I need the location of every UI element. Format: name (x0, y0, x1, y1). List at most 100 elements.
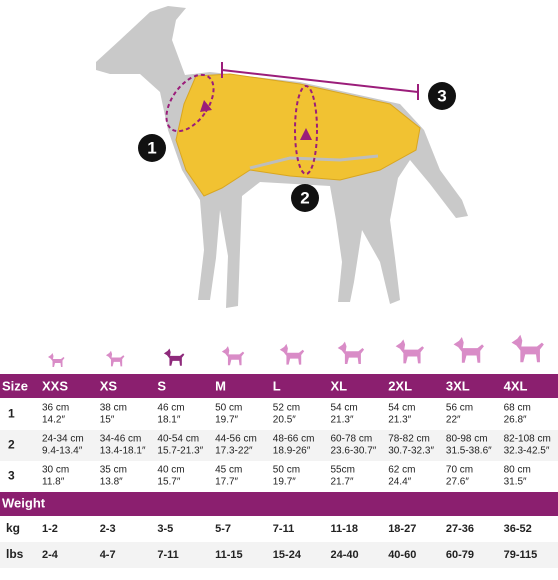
cell-text: 46 cm (157, 403, 184, 414)
cell-text: 22″ (446, 415, 461, 426)
dog-icon (337, 341, 365, 364)
row-label: 3 (8, 469, 15, 483)
dog-icon (48, 353, 65, 367)
cell-text: 15″ (100, 415, 115, 426)
cell-text: 54 cm (388, 403, 415, 414)
cell-text: 70 cm (446, 465, 473, 476)
cell-text: 68 cm (504, 403, 531, 414)
size-header: XXS (42, 378, 68, 393)
cell-text: 15.7″ (157, 477, 180, 488)
cell-text: 13.8″ (100, 477, 123, 488)
cell-text: 31.5-38.6″ (446, 446, 492, 457)
row-bg (0, 399, 558, 430)
cell-text: 4-7 (100, 549, 116, 561)
cell-text: 14.2″ (42, 415, 65, 426)
markers: 1 2 3 (138, 82, 456, 212)
cell-text: 2-3 (100, 523, 116, 535)
row-label: 1 (8, 407, 15, 421)
cell-text: 62 cm (388, 465, 415, 476)
size-header: XL (331, 378, 348, 393)
cell-text: 30 cm (42, 465, 69, 476)
cell-text: 30.7-32.3″ (388, 446, 434, 457)
marker-circle (138, 134, 166, 162)
cell-text: 40-60 (388, 549, 416, 561)
cell-text: 55cm (331, 465, 355, 476)
cell-text: 7-11 (273, 523, 294, 535)
cell-text: 7-11 (157, 549, 178, 561)
marker-label: 2 (300, 188, 309, 207)
cell-text: 18.1″ (157, 415, 180, 426)
dog-icon (163, 348, 185, 366)
cell-text: 2-4 (42, 549, 59, 561)
dog-icon (105, 350, 125, 367)
cell-text: 21.3″ (331, 415, 354, 426)
cell-text: 24-34 cm (42, 434, 84, 445)
row-label: 2 (8, 438, 15, 452)
cell-text: 17.7″ (215, 477, 238, 488)
cell-text: 21.3″ (388, 415, 411, 426)
row-label: kg (6, 521, 20, 535)
cell-text: 27.6″ (446, 477, 469, 488)
cell-text: 24-40 (331, 549, 359, 561)
cell-text: 11.8″ (42, 477, 65, 488)
cell-text: 1-2 (42, 523, 58, 535)
cell-text: 60-79 (446, 549, 474, 561)
cell-text: 60-78 cm (331, 434, 373, 445)
size-header: 3XL (446, 378, 470, 393)
cell-text: 80-98 cm (446, 434, 488, 445)
cell-text: 18.9-26″ (273, 446, 311, 457)
cell-text: 38 cm (100, 403, 127, 414)
header-label: Size (2, 378, 28, 393)
cell-text: 79-115 (504, 549, 538, 561)
row-bg (0, 516, 558, 542)
dog-icon (511, 334, 544, 363)
cell-text: 27-36 (446, 523, 474, 535)
cell-text: 36-52 (504, 523, 532, 535)
cell-text: 20.5″ (273, 415, 296, 426)
cell-text: 50 cm (273, 465, 300, 476)
dog-icon (279, 343, 305, 365)
cell-text: 78-82 cm (388, 434, 430, 445)
size-header: 2XL (388, 378, 412, 393)
cell-text: 11-18 (331, 523, 359, 535)
cell-text: 34-46 cm (100, 434, 142, 445)
cell-text: 50 cm (215, 403, 242, 414)
cell-text: 18-27 (388, 523, 416, 535)
row-bg (0, 430, 558, 461)
cell-text: 54 cm (331, 403, 358, 414)
size-header: S (157, 378, 166, 393)
row-bg (0, 542, 558, 568)
cell-text: 45 cm (215, 465, 242, 476)
cell-text: 40 cm (157, 465, 184, 476)
cell-text: 56 cm (446, 403, 473, 414)
dog-icon (453, 337, 484, 363)
weight-band (0, 492, 558, 516)
header-band (0, 374, 558, 398)
cell-text: 15-24 (273, 549, 302, 561)
dog-icon (221, 346, 245, 366)
cell-text: 15.7-21.3″ (157, 446, 203, 457)
cell-text: 23.6-30.7″ (331, 446, 377, 457)
cell-text: 19.7″ (273, 477, 296, 488)
cell-text: 44-56 cm (215, 434, 257, 445)
cell-text: 35 cm (100, 465, 127, 476)
length-measure (221, 69, 419, 93)
cell-text: 19.7″ (215, 415, 238, 426)
cell-text: 13.4-18.1″ (100, 446, 146, 457)
cell-text: 24.4″ (388, 477, 411, 488)
size-icons (48, 334, 544, 367)
cell-text: 9.4-13.4″ (42, 446, 83, 457)
cell-text: 80 cm (504, 465, 531, 476)
cell-text: 17.3-22″ (215, 446, 253, 457)
cell-text: 5-7 (215, 523, 231, 535)
chest-measure (294, 85, 318, 175)
cell-text: 32.3-42.5″ (504, 446, 550, 457)
cell-text: 21.7″ (331, 477, 354, 488)
row-bg (0, 461, 558, 492)
size-header: M (215, 378, 226, 393)
marker-circle (428, 82, 456, 110)
marker-label: 3 (437, 86, 446, 105)
size-header: XS (100, 378, 118, 393)
